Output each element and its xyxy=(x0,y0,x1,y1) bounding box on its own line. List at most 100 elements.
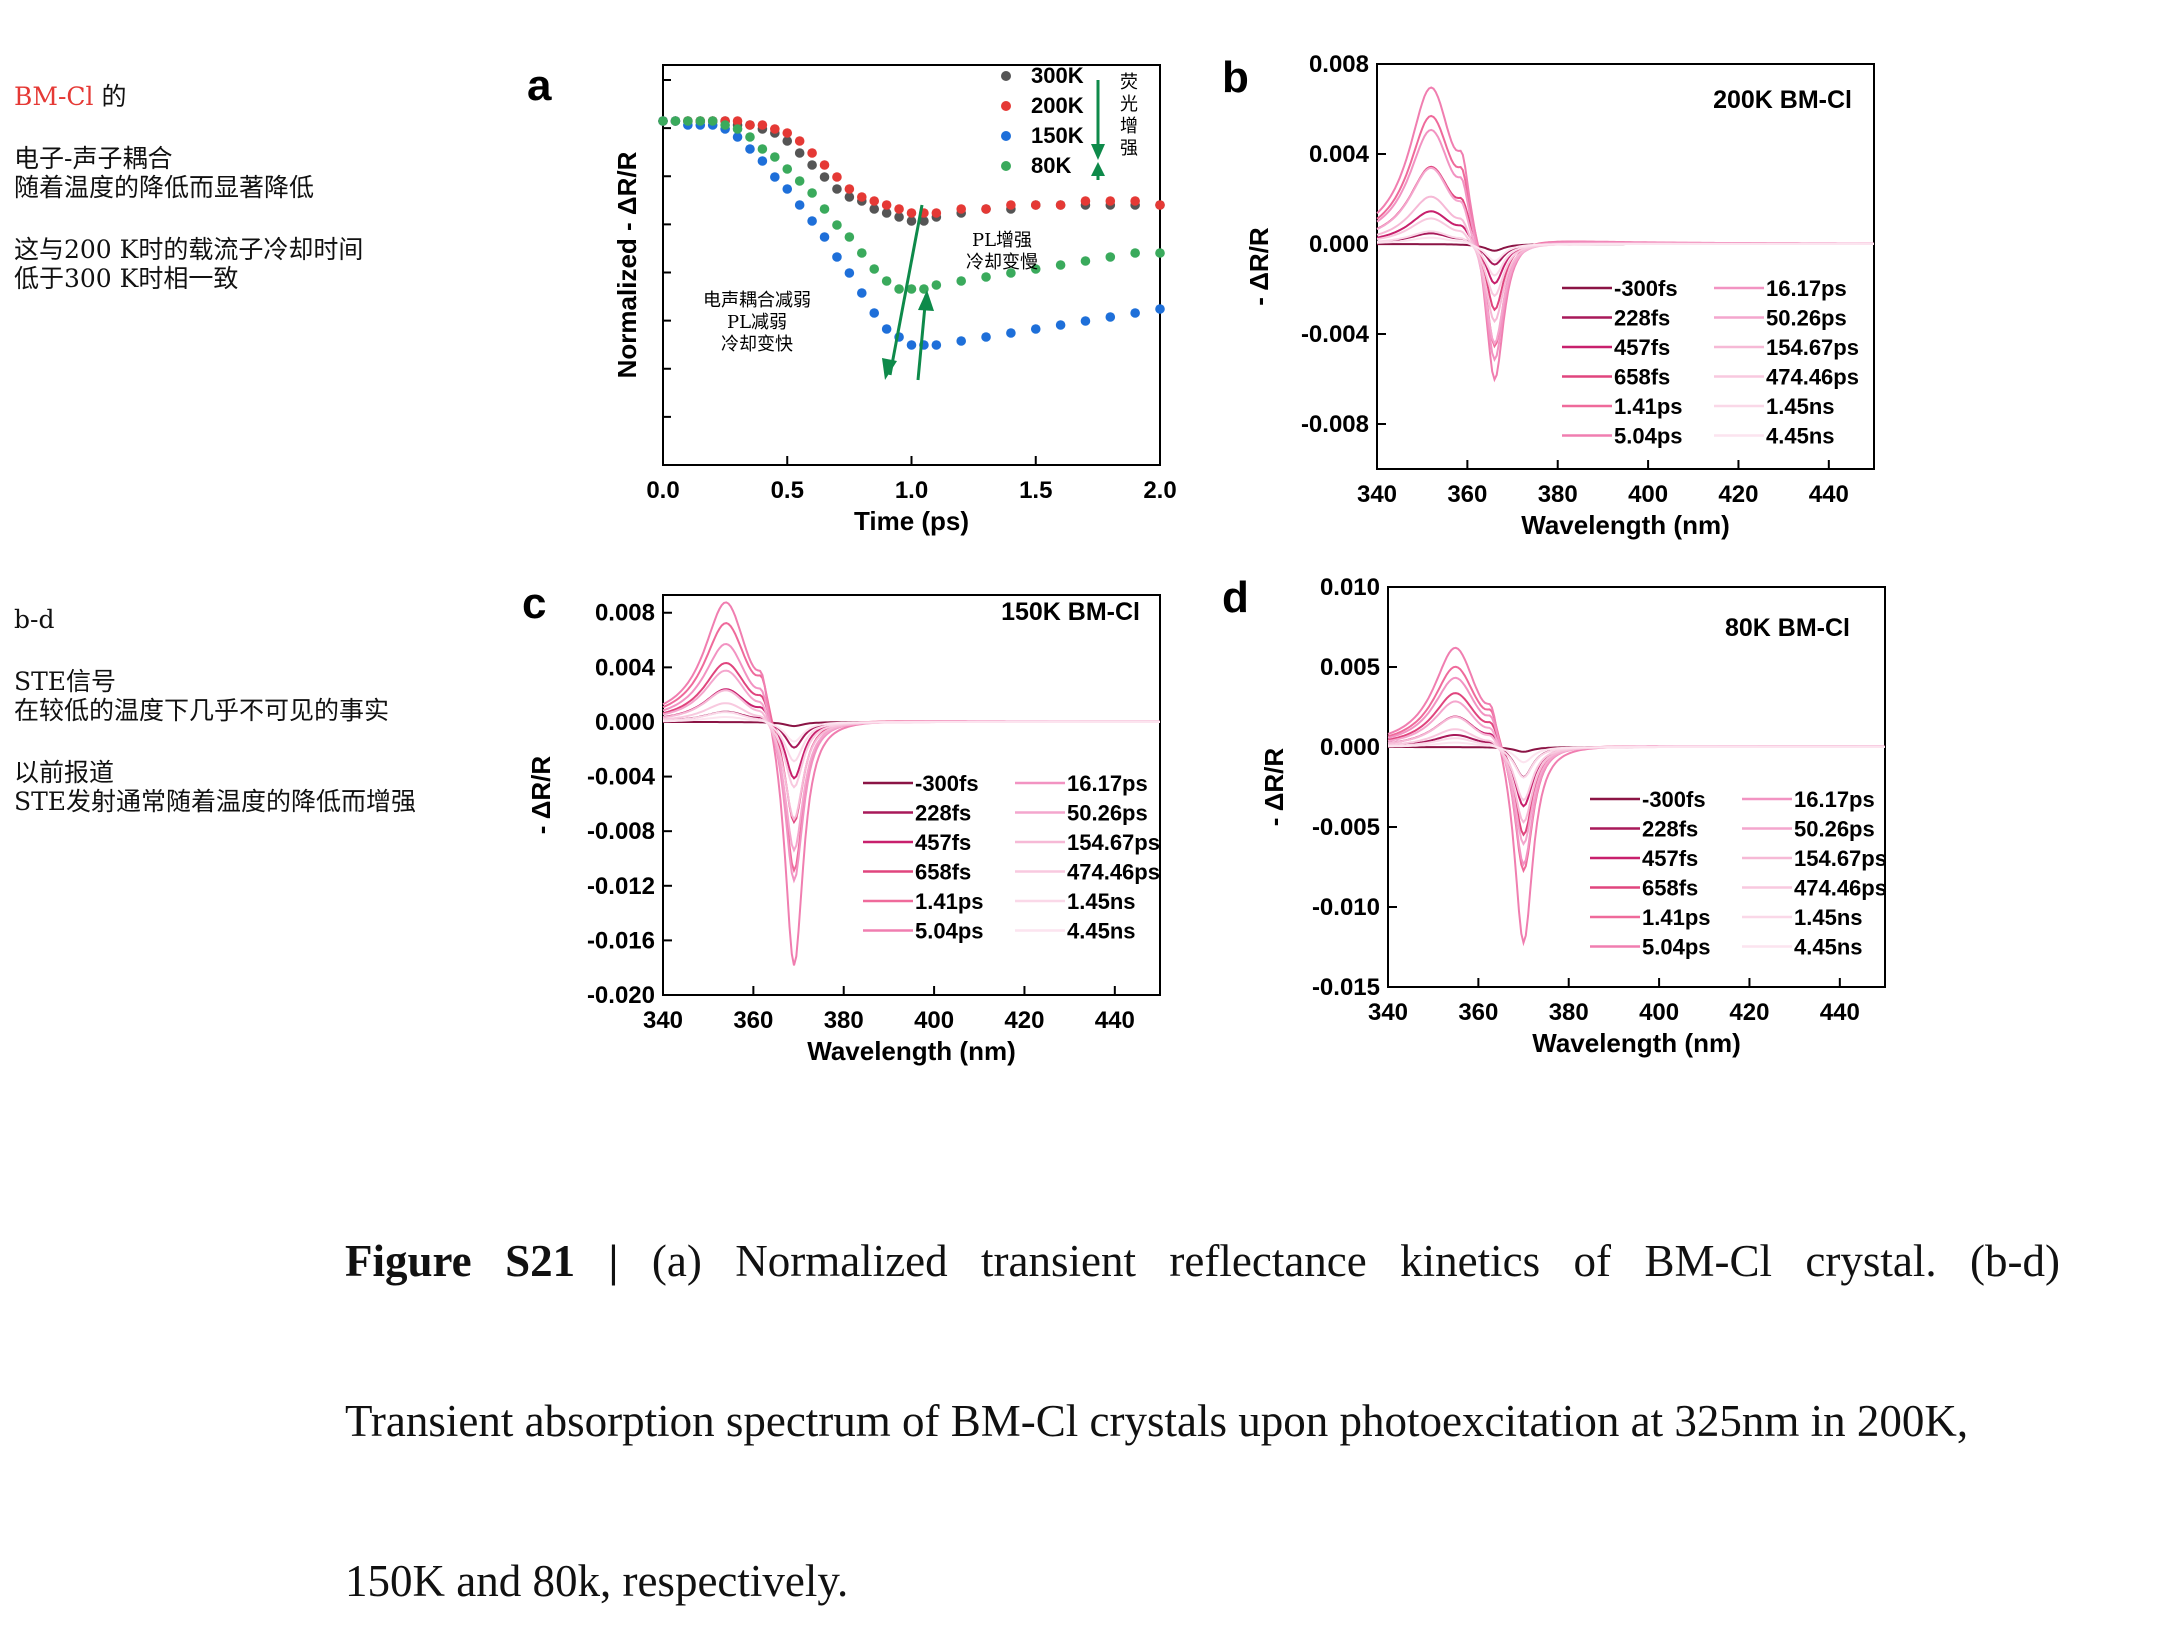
data-point xyxy=(807,160,817,170)
data-point xyxy=(881,324,892,334)
panel-letter: b xyxy=(1222,53,1249,102)
y-tick-label: 0.004 xyxy=(1309,141,1370,168)
legend-label: 457fs xyxy=(1614,335,1670,360)
panel-d: 340 360 380 400 420 440 Wavelength (nm) -0.015 -… xyxy=(1222,573,1887,1058)
plot-frame xyxy=(1387,586,1886,988)
legend-label: 16.17ps xyxy=(1766,276,1847,301)
caption-line-2: Transient absorption spectrum of BM-Cl c… xyxy=(345,1396,1969,1446)
legend-label: 457fs xyxy=(1642,846,1698,871)
note-line: 随着温度的降低而显著降低 xyxy=(14,173,315,202)
data-point xyxy=(770,124,780,134)
data-point xyxy=(757,120,768,130)
x-tick-label: 2.0 xyxy=(1143,477,1176,504)
x-tick-label: 380 xyxy=(1549,999,1589,1026)
annotation-char: 荧 xyxy=(1120,72,1138,93)
legend-label: 1.45ns xyxy=(1794,905,1863,930)
data-point xyxy=(931,208,942,218)
panel-b: 340 360 380 400 420 440 Wavelength (nm) -0.008 -… xyxy=(1222,51,1875,540)
x-tick-label: 360 xyxy=(733,1007,773,1034)
data-point xyxy=(881,276,892,286)
data-point xyxy=(732,116,743,126)
x-axis-label: Wavelength (nm) xyxy=(1532,1028,1740,1058)
data-point xyxy=(745,132,755,142)
spectrum-line xyxy=(1377,243,1874,252)
legend-label: 474.46ps xyxy=(1766,365,1859,390)
x-tick-label: 420 xyxy=(1718,481,1758,508)
data-point xyxy=(770,172,780,182)
x-axis-label: Wavelength (nm) xyxy=(807,1036,1015,1066)
legend-marker xyxy=(1001,161,1011,171)
note-bmcl-rest: 的 xyxy=(93,82,127,111)
data-point xyxy=(869,264,880,274)
data-point xyxy=(931,280,942,290)
x-tick-label: 1.0 xyxy=(895,477,928,504)
legend-label: 154.67ps xyxy=(1067,830,1160,855)
data-point xyxy=(931,340,942,350)
note-line: STE发射通常随着温度的降低而增强 xyxy=(14,787,417,816)
data-point xyxy=(794,136,805,146)
caption-line-1: Figure S21 | (a) Normalized transient re… xyxy=(345,1235,2060,1287)
data-point xyxy=(881,208,892,218)
panel-a: 0.0 0.5 1.0 1.5 2.0 Time (ps) Normalized - ΔR/… xyxy=(527,61,1177,536)
legend-label: 16.17ps xyxy=(1067,771,1148,796)
data-point xyxy=(807,216,817,226)
data-point xyxy=(782,184,793,194)
legend-label: 228fs xyxy=(1642,817,1698,842)
annotation-char: 强 xyxy=(1120,138,1138,159)
x-tick-label: 400 xyxy=(914,1007,954,1034)
spectrum-line xyxy=(662,661,1160,825)
data-point xyxy=(782,164,793,174)
data-point xyxy=(832,184,842,194)
legend-label: 50.26ps xyxy=(1067,801,1148,826)
x-tick-label: 380 xyxy=(824,1007,864,1034)
spectrum-line xyxy=(1387,692,1885,837)
data-point xyxy=(844,192,855,202)
data-point xyxy=(770,152,780,162)
data-point xyxy=(1155,248,1165,258)
data-point xyxy=(819,172,830,182)
x-tick-label: 340 xyxy=(1357,481,1397,508)
x-tick-label: 340 xyxy=(1368,999,1408,1026)
spectrum-line xyxy=(1376,195,1874,324)
legend-label: 1.45ns xyxy=(1067,889,1136,914)
note-line: b-d xyxy=(14,605,55,634)
legend-label: 4.45ns xyxy=(1794,935,1863,960)
x-tick-label: 340 xyxy=(643,1007,683,1034)
data-point xyxy=(857,248,867,258)
panel-letter: c xyxy=(522,579,546,628)
legend-label: 150K xyxy=(1031,123,1084,148)
y-tick-label: 0.004 xyxy=(595,654,656,681)
data-point xyxy=(1105,252,1116,262)
figure-s21: 0.0 0.5 1.0 1.5 2.0 Time (ps) Normalized - ΔR/… xyxy=(522,51,1887,1066)
data-point xyxy=(832,172,842,182)
y-tick-label: -0.015 xyxy=(1312,974,1380,1001)
caption-line-3: 150K and 80k, respectively. xyxy=(345,1556,849,1606)
x-tick-label: 400 xyxy=(1628,481,1668,508)
note-line: 低于300 K时相一致 xyxy=(14,264,239,293)
data-point xyxy=(782,128,793,138)
note-bmcl-red: BM-Cl xyxy=(14,82,94,111)
data-point xyxy=(857,192,867,202)
data-point xyxy=(906,216,917,226)
data-point xyxy=(956,276,966,286)
spectrum-line xyxy=(662,716,1160,743)
data-point xyxy=(906,340,917,350)
data-point xyxy=(869,308,880,318)
legend-label: 300K xyxy=(1031,63,1084,88)
note-line: 以前报道 xyxy=(14,758,115,787)
plot-frame xyxy=(662,594,1161,996)
arrow-head xyxy=(1091,144,1105,160)
data-point xyxy=(832,220,842,230)
annotation-text: PL增强 xyxy=(972,230,1032,251)
data-point xyxy=(919,284,929,294)
data-point xyxy=(794,200,805,210)
data-point xyxy=(1080,256,1091,266)
legend-label: -300fs xyxy=(915,771,979,796)
annotation-char: 增 xyxy=(1120,116,1138,137)
legend-label: 154.67ps xyxy=(1794,846,1887,871)
panel-title: 150K BM-Cl xyxy=(1001,598,1140,626)
legend-label: 474.46ps xyxy=(1067,860,1160,885)
legend-label: 1.41ps xyxy=(1642,905,1711,930)
annotation-char: 光 xyxy=(1120,94,1138,115)
data-point xyxy=(1055,200,1066,210)
